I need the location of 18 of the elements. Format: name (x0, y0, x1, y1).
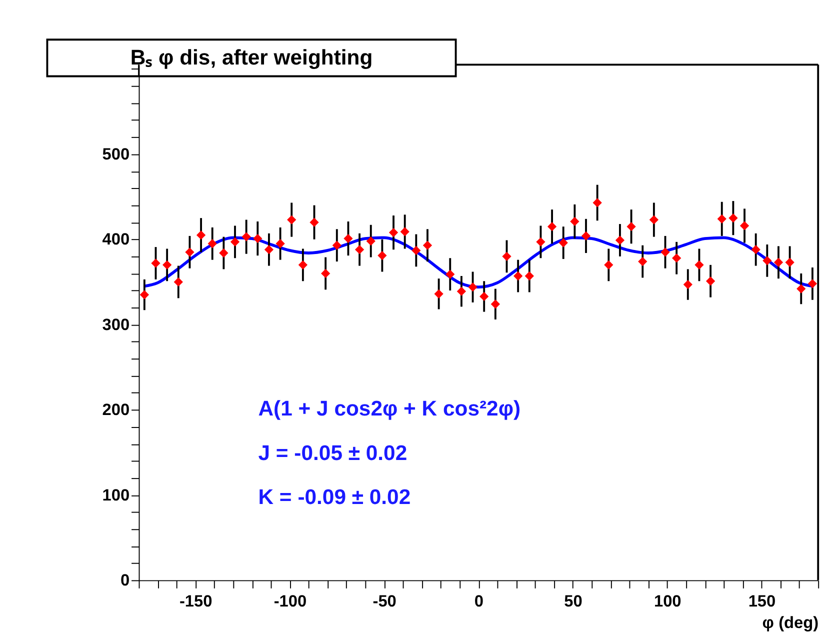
y-tick-label: 400 (102, 230, 130, 249)
x-tick-label: -100 (274, 592, 307, 611)
chart-title: Bₛ φ dis, after weighting (130, 46, 373, 70)
x-tick-label: 150 (748, 592, 776, 611)
x-tick-label: 100 (654, 592, 682, 611)
x-axis-title: φ (deg) (762, 614, 819, 632)
y-tick-label: 200 (102, 401, 130, 420)
annotation: J = -0.05 ± 0.02 (258, 442, 408, 465)
x-tick-label: -50 (372, 592, 396, 611)
y-tick-label: 500 (102, 145, 130, 164)
annotation: K = -0.09 ± 0.02 (258, 486, 411, 510)
x-tick-label: 0 (474, 592, 484, 611)
y-tick-label: 0 (120, 572, 130, 590)
x-tick-label: 50 (564, 592, 582, 611)
y-tick-label: 100 (102, 486, 130, 504)
x-tick-label: -150 (179, 592, 212, 611)
y-tick-label: 300 (102, 316, 130, 334)
annotation: A(1 + J cos2φ + K cos²2φ) (258, 397, 521, 420)
